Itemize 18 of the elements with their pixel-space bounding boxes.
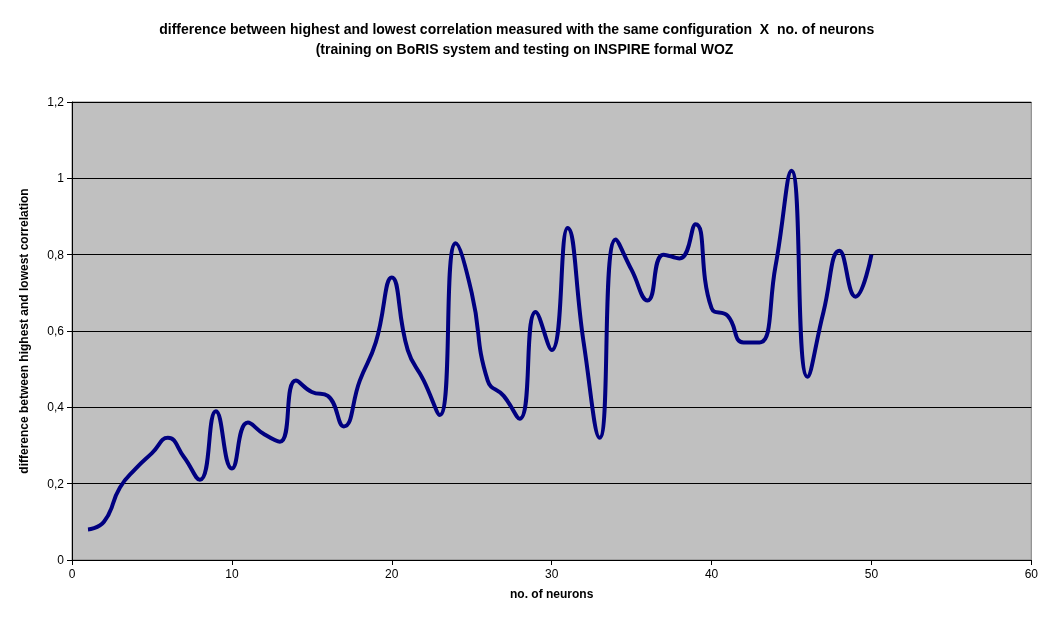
y-tick-label: 0,2 — [47, 476, 65, 491]
x-tick-label: 30 — [544, 567, 559, 581]
x-tick-label: 20 — [385, 567, 399, 581]
y-tick-label: 0,4 — [47, 400, 65, 415]
x-tick-label: 50 — [864, 567, 879, 581]
x-tick-label: 40 — [704, 567, 719, 581]
y-axis-title: difference between highest and lowest correlation — [17, 188, 31, 474]
y-tick-label: 0 — [57, 553, 65, 567]
y-tick-label: 1,2 — [47, 95, 65, 109]
x-tick-label: 0 — [68, 567, 76, 581]
chart-title: difference between highest and lowest correlation measured with the same configuration X no. of neurons (training on BoRIS system and testing on INSPIRE formal WOZ — [159, 21, 890, 57]
y-tick-label: 0,6 — [47, 324, 65, 338]
x-tick-label: 10 — [225, 567, 239, 581]
y-tick-label: 0,8 — [47, 247, 65, 262]
y-tick-label: 1 — [57, 171, 65, 186]
x-axis-title: no. of neurons — [510, 587, 594, 601]
x-tick-label: 60 — [1024, 567, 1039, 581]
line-series — [85, 168, 874, 532]
